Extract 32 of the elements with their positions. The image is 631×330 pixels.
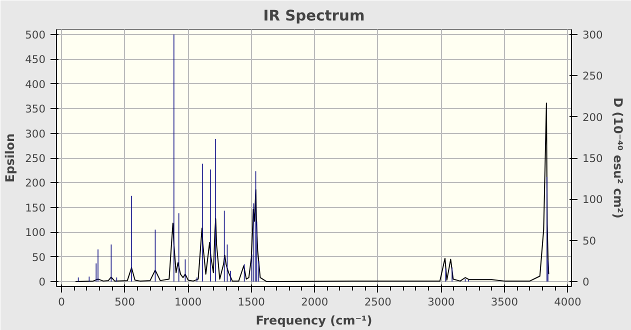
y-tick-label: 450 <box>25 53 46 66</box>
y2-tick-label: 50 <box>582 234 596 248</box>
x-tick-label: 3500 <box>490 296 518 308</box>
x-tick-label: 3000 <box>428 296 455 308</box>
y2-tick-label: 250 <box>582 70 604 83</box>
y2-tick-label: 300 <box>582 28 604 42</box>
y-tick-label: 300 <box>25 127 46 140</box>
y-tick-label: 0 <box>38 276 46 289</box>
y-axis-title: Epsilon <box>3 134 18 182</box>
x-tick-label: 0 <box>58 296 66 308</box>
y-tick-label: 350 <box>25 102 46 116</box>
x-axis-title: Frequency (cm⁻¹) <box>256 314 372 328</box>
y-tick-label: 50 <box>32 250 46 264</box>
y-tick-label: 100 <box>25 226 46 240</box>
x-tick-label: 1000 <box>174 296 202 308</box>
x-tick-label: 4000 <box>554 296 582 308</box>
y-tick-label: 250 <box>25 152 46 165</box>
y-tick-label: 400 <box>25 78 46 91</box>
y2-tick-label: 150 <box>582 152 604 165</box>
y2-axis-title: D (10⁻⁴⁰ esu² cm²) <box>610 98 625 218</box>
chart-title: IR Spectrum <box>263 8 365 24</box>
y-tick-label: 200 <box>25 176 46 190</box>
y2-tick-label: 200 <box>582 110 604 124</box>
y-tick-label: 150 <box>25 201 46 214</box>
x-tick-label: 2500 <box>364 296 392 308</box>
y-tick-label: 500 <box>25 28 46 42</box>
x-tick-label: 1500 <box>238 296 266 308</box>
x-tick-label: 500 <box>114 296 136 308</box>
line-series <box>74 102 550 282</box>
x-tick-label: 2000 <box>301 296 328 308</box>
y2-tick-label: 0 <box>582 276 590 289</box>
y2-tick-label: 100 <box>582 193 604 206</box>
